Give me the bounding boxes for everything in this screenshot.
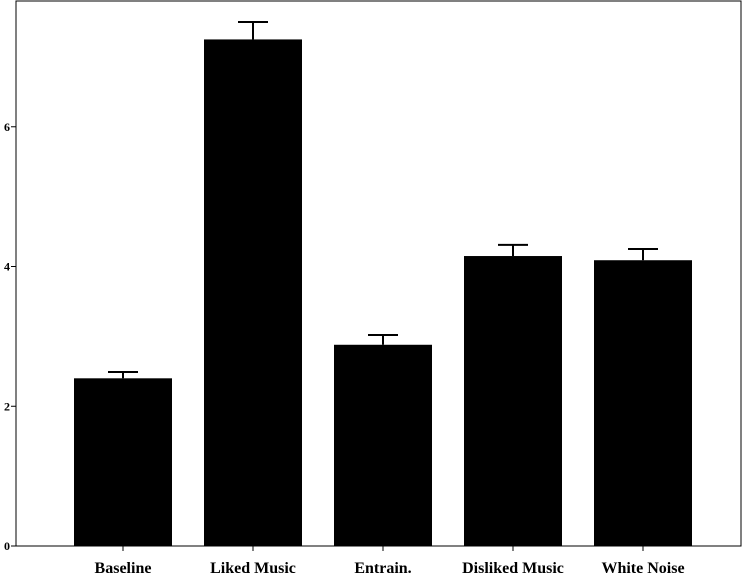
bar-disliked-music — [464, 256, 562, 546]
bar-baseline — [74, 378, 172, 546]
x-axis: Baseline Liked Music Entrain. Disliked Musi… — [95, 546, 685, 577]
x-tick-label-entrain: Entrain. — [354, 560, 411, 577]
error-bars — [108, 20, 658, 379]
y-tick-label: 4 — [4, 260, 10, 274]
bar-entrain — [334, 344, 432, 546]
x-tick-label-disliked-music: Disliked Music — [462, 560, 564, 577]
y-tick-label: 6 — [4, 120, 10, 134]
x-tick-label-liked-music: Liked Music — [210, 560, 296, 577]
x-tick-label-baseline: Baseline — [95, 560, 152, 577]
bar-liked-music — [204, 39, 302, 547]
bar-white-noise — [594, 260, 692, 546]
bars — [74, 39, 692, 547]
y-tick-label: 2 — [4, 399, 10, 413]
x-tick-label-white-noise: White Noise — [601, 560, 684, 577]
y-tick-label: 0 — [4, 539, 10, 553]
y-axis: 0 2 4 6 — [4, 120, 16, 553]
